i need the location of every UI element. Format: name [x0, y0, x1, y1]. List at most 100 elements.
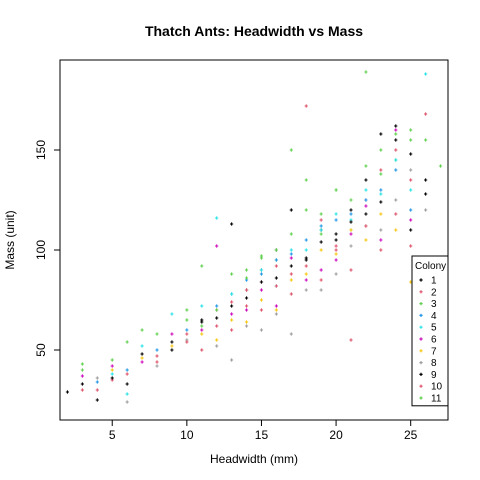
point-colony-7 — [379, 212, 383, 216]
point-colony-3 — [185, 318, 189, 322]
point-colony-5 — [394, 158, 398, 162]
point-colony-4 — [289, 252, 293, 256]
point-colony-6 — [200, 328, 204, 332]
point-colony-5 — [230, 292, 234, 296]
point-colony-9 — [80, 382, 84, 386]
point-colony-11 — [125, 340, 129, 344]
point-colony-11 — [155, 332, 159, 336]
point-colony-11 — [289, 232, 293, 236]
point-colony-6 — [379, 238, 383, 242]
legend-entry: 11 — [431, 394, 442, 405]
point-colony-8 — [95, 376, 99, 380]
point-colony-5 — [364, 188, 368, 192]
point-colony-10 — [244, 304, 249, 308]
point-colony-7 — [334, 252, 338, 256]
x-axis: 5 10 15 20 25 — [109, 420, 418, 442]
legend-entry: 3 — [431, 299, 437, 310]
point-colony-11 — [185, 308, 189, 312]
point-colony-10 — [155, 360, 159, 364]
point-colony-9 — [364, 212, 368, 216]
legend-marker — [419, 396, 423, 400]
point-colony-6 — [289, 256, 293, 260]
point-colony-9 — [230, 304, 234, 308]
point-colony-7 — [200, 332, 204, 336]
legend-entry: 2 — [431, 287, 437, 298]
point-colony-1 — [364, 178, 368, 182]
point-colony-2 — [80, 388, 84, 392]
point-colony-1 — [379, 132, 383, 136]
point-colony-9 — [319, 240, 323, 244]
point-colony-10 — [185, 340, 189, 344]
point-colony-6 — [215, 244, 219, 248]
point-colony-4 — [274, 258, 278, 262]
point-colony-1 — [424, 192, 428, 196]
point-colony-5 — [200, 304, 204, 308]
y-axis: 50 100 150 — [34, 140, 60, 357]
point-colony-7 — [230, 318, 234, 322]
point-colony-2 — [274, 264, 278, 268]
point-colony-6 — [244, 308, 249, 312]
point-colony-4 — [95, 380, 99, 384]
point-colony-11 — [200, 264, 204, 268]
point-colony-3 — [80, 362, 84, 366]
y-tick-label: 100 — [34, 240, 48, 260]
point-colony-9 — [289, 264, 293, 268]
point-colony-2 — [185, 332, 189, 336]
x-tick-label: 25 — [404, 428, 418, 442]
point-colony-8 — [349, 244, 353, 248]
point-colony-11 — [379, 172, 383, 176]
point-colony-4 — [349, 212, 353, 216]
point-colony-9 — [110, 376, 114, 380]
point-colony-1 — [394, 124, 398, 128]
point-colony-6 — [364, 204, 368, 208]
point-colony-5 — [215, 216, 219, 220]
point-colony-2 — [319, 218, 323, 222]
point-colony-6 — [319, 268, 323, 272]
legend-marker — [419, 372, 423, 376]
point-colony-10 — [215, 324, 219, 328]
point-colony-4 — [304, 238, 308, 242]
point-colony-6 — [140, 360, 144, 364]
point-colony-7 — [319, 248, 323, 252]
point-colony-11 — [334, 188, 338, 192]
legend-marker — [419, 290, 423, 294]
point-colony-6 — [334, 258, 338, 262]
point-colony-7 — [289, 278, 293, 282]
legend-entry: 8 — [431, 358, 437, 369]
point-colony-8 — [125, 400, 129, 404]
point-colony-7 — [140, 356, 144, 360]
point-colony-10 — [394, 212, 398, 216]
point-colony-9 — [304, 256, 308, 260]
point-colony-11 — [274, 248, 278, 252]
point-colony-10 — [379, 248, 383, 252]
legend-entry: 5 — [431, 323, 437, 334]
point-colony-4 — [155, 348, 159, 352]
point-colony-6 — [170, 332, 174, 336]
point-colony-7 — [394, 228, 398, 232]
point-colony-6 — [349, 232, 353, 236]
point-colony-1 — [424, 178, 428, 182]
point-colony-8 — [274, 312, 278, 316]
point-colony-9 — [170, 340, 174, 344]
point-colony-4 — [185, 328, 189, 332]
point-colony-6 — [274, 304, 278, 308]
point-colony-7 — [349, 228, 353, 232]
point-colony-6 — [80, 374, 84, 378]
point-colony-3 — [319, 232, 323, 236]
y-tick-label: 150 — [34, 140, 48, 160]
point-colony-7 — [364, 238, 368, 242]
point-colony-5 — [259, 268, 264, 272]
point-colony-9 — [409, 228, 413, 232]
point-colony-6 — [409, 218, 413, 222]
point-colony-10 — [125, 372, 129, 376]
x-tick-label: 15 — [255, 428, 269, 442]
point-colony-7 — [304, 272, 308, 276]
point-colony-2 — [304, 104, 308, 108]
point-colony-1 — [409, 152, 413, 156]
point-colony-10 — [200, 348, 204, 352]
point-colony-4 — [364, 198, 368, 202]
point-colony-5 — [140, 344, 144, 348]
point-colony-8 — [155, 364, 159, 368]
point-colony-10 — [289, 292, 293, 296]
point-colony-3 — [215, 308, 219, 312]
